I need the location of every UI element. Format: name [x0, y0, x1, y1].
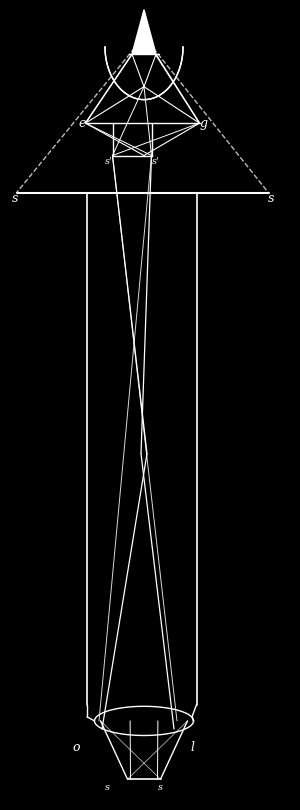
- Polygon shape: [132, 10, 156, 54]
- Text: g: g: [200, 117, 208, 130]
- Text: s: s: [12, 192, 18, 205]
- Text: l: l: [190, 741, 194, 754]
- Text: s': s': [105, 157, 112, 167]
- Text: e: e: [78, 117, 85, 130]
- Text: o: o: [72, 741, 80, 754]
- Text: s: s: [268, 192, 274, 205]
- Text: s: s: [158, 782, 163, 792]
- Text: s: s: [104, 782, 110, 792]
- Text: s': s': [152, 157, 159, 167]
